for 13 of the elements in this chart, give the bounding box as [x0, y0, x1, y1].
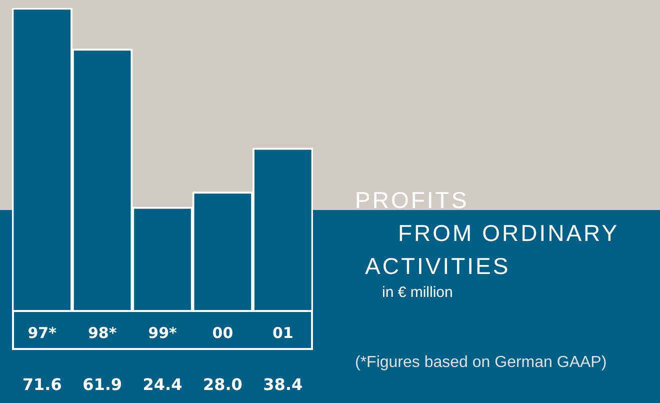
- data-label: 71.6: [22, 375, 62, 394]
- x-tick-label: 01: [272, 324, 294, 342]
- x-tick-label: 00: [212, 324, 234, 342]
- text: in € million: [382, 284, 453, 301]
- text: (*Figures based on German GAAP): [355, 354, 607, 372]
- text: PROFITS FROM ORDINARY ACTIVITIES: [355, 186, 620, 281]
- data-label: 38.4: [263, 375, 303, 394]
- data-label: 61.9: [82, 375, 122, 394]
- x-tick-label: 99*: [148, 324, 178, 342]
- data-label: 24.4: [142, 375, 182, 394]
- data-label: 28.0: [202, 375, 242, 394]
- x-tick-label: 97*: [28, 324, 57, 342]
- x-tick-label: 98*: [88, 324, 117, 342]
